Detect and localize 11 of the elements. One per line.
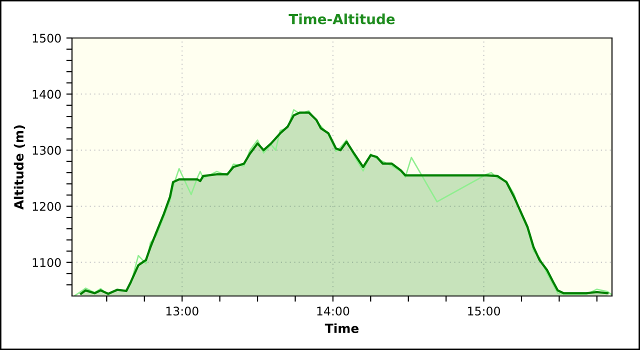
chart-title: Time-Altitude [288,14,395,24]
y-tick-label: 1400 [32,90,61,99]
y-axis-title: Altitude (m) [14,125,26,210]
y-tick-label: 1100 [32,258,61,267]
x-tick-label: 13:00 [166,306,198,316]
x-tick-label: 14:00 [317,306,350,316]
y-tick-label: 1500 [32,34,61,43]
y-tick-label: 1300 [32,146,61,155]
x-axis-title: Time [324,323,359,334]
x-tick-label: 15:00 [468,306,500,316]
y-tick-label: 1200 [32,202,61,211]
